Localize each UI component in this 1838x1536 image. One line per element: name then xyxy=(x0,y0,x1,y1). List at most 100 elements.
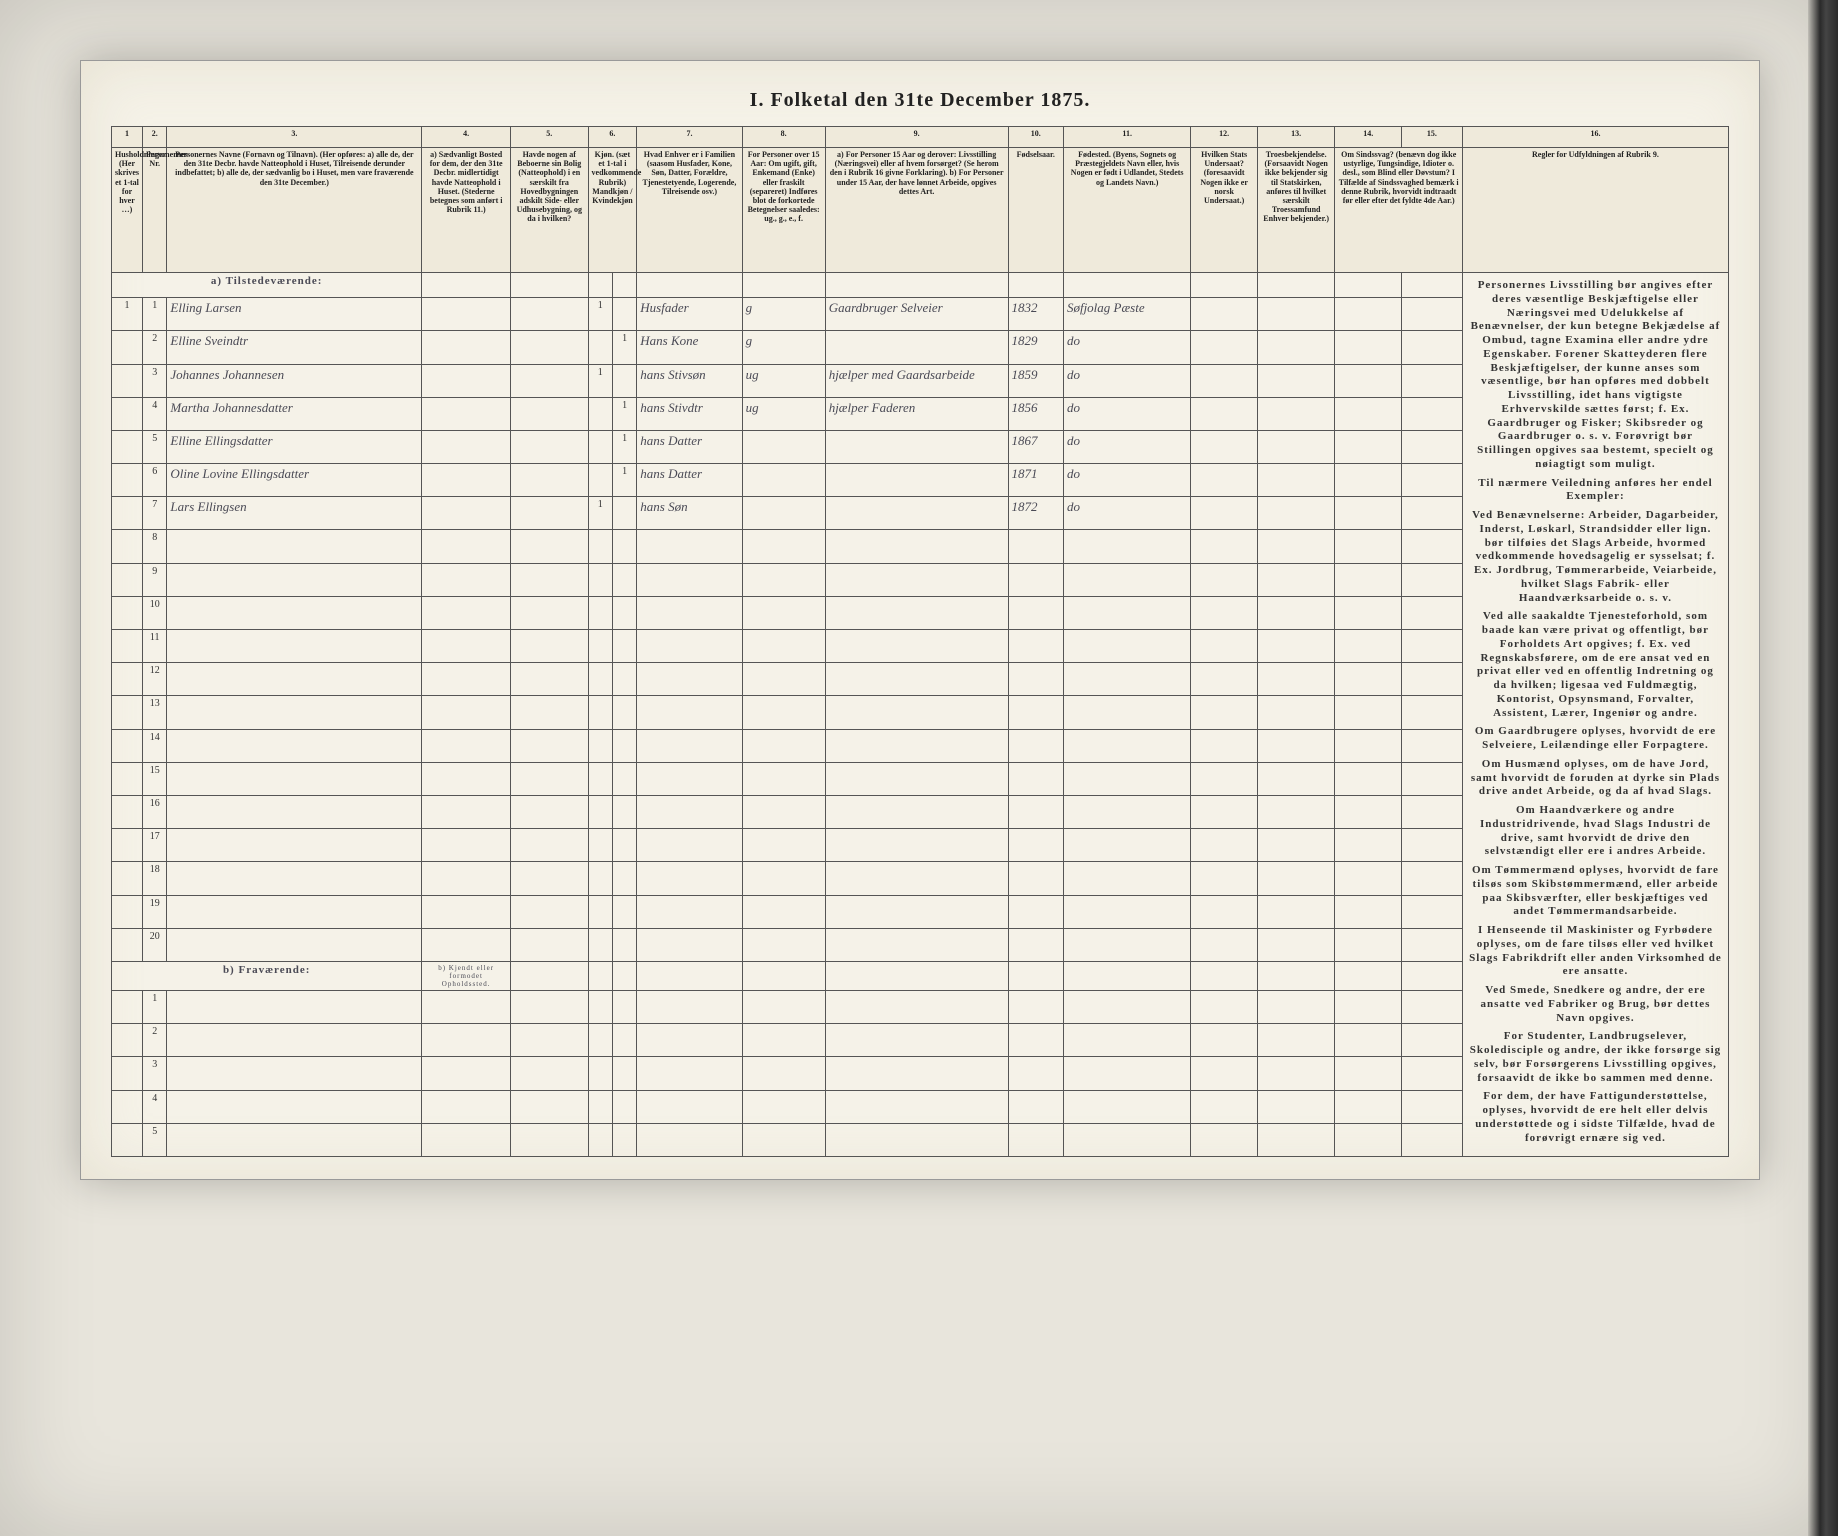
hdr-6: Kjøn. (sæt et 1-tal i vedkommende Rubrik… xyxy=(588,148,637,273)
cell-name: Lars Ellingsen xyxy=(167,497,422,530)
cell-place: do xyxy=(1063,464,1190,497)
cell-occ xyxy=(825,331,1008,364)
hdr-9: a) For Personer 15 Aar og derover: Livss… xyxy=(825,148,1008,273)
hdr-7: Hvad Enhver er i Familien (saasom Husfad… xyxy=(637,148,742,273)
cell-marit: ug xyxy=(742,397,825,430)
colnum-15: 15. xyxy=(1401,127,1462,148)
hdr-10: Fødselsaar. xyxy=(1008,148,1063,273)
cell-marit xyxy=(742,497,825,530)
colnum-5: 5. xyxy=(510,127,588,148)
cell-rel2 xyxy=(1257,298,1335,331)
cell-year: 1832 xyxy=(1008,298,1063,331)
cell-res xyxy=(422,364,511,397)
section-absent-label: b) Fraværende: xyxy=(112,961,422,990)
hdr-14-15: Om Sindssvag? (benævn dog ikke ustyrlige… xyxy=(1335,148,1462,273)
cell-n: 17 xyxy=(143,829,167,862)
colnum-2: 2. xyxy=(143,127,167,148)
cell-hh xyxy=(112,430,143,463)
cell-occ xyxy=(825,430,1008,463)
cell-n: 13 xyxy=(143,696,167,729)
cell-dis2 xyxy=(1401,331,1462,364)
cell-bld xyxy=(510,430,588,463)
cell-rel: hans Søn xyxy=(637,497,742,530)
cell-rel: hans Stivsøn xyxy=(637,364,742,397)
cell-nat xyxy=(1191,497,1257,530)
cell-n: 4 xyxy=(143,1090,167,1123)
cell-n: 19 xyxy=(143,895,167,928)
cell-place: do xyxy=(1063,497,1190,530)
colnum-8: 8. xyxy=(742,127,825,148)
cell-dis1 xyxy=(1335,397,1401,430)
cell-place: do xyxy=(1063,364,1190,397)
scan-background: I. Folketal den 31te December 1875. 1 2.… xyxy=(0,0,1838,1536)
cell-rel2 xyxy=(1257,430,1335,463)
cell-res xyxy=(422,397,511,430)
cell-name: Martha Johannesdatter xyxy=(167,397,422,430)
cell-nat xyxy=(1191,464,1257,497)
cell-marit: g xyxy=(742,298,825,331)
colnum-7: 7. xyxy=(637,127,742,148)
cell-occ xyxy=(825,497,1008,530)
hdr-13: Troesbekjendelse. (Forsaavidt Nogen ikke… xyxy=(1257,148,1335,273)
cell-m: 1 xyxy=(588,497,612,530)
cell-name: Johannes Johannesen xyxy=(167,364,422,397)
cell-n: 1 xyxy=(143,991,167,1024)
table-body: a) Tilstedeværende: Personernes Livsstill… xyxy=(112,273,1729,1157)
rules-column: Personernes Livsstilling bør angives eft… xyxy=(1462,273,1728,1157)
cell-hh: 1 xyxy=(112,298,143,331)
colnum-3: 3. xyxy=(167,127,422,148)
colnum-10: 10. xyxy=(1008,127,1063,148)
cell-year: 1859 xyxy=(1008,364,1063,397)
cell-n: 18 xyxy=(143,862,167,895)
cell-n: 2 xyxy=(143,331,167,364)
column-number-row: 1 2. 3. 4. 5. 6. 7. 8. 9. 10. 11. 12. 13… xyxy=(112,127,1729,148)
cell-place: do xyxy=(1063,331,1190,364)
cell-res xyxy=(422,464,511,497)
cell-occ: hjælper med Gaardsarbeide xyxy=(825,364,1008,397)
cell-rel2 xyxy=(1257,497,1335,530)
cell-n: 2 xyxy=(143,1024,167,1057)
cell-n: 5 xyxy=(143,430,167,463)
cell-rel: hans Stivdtr xyxy=(637,397,742,430)
cell-place: do xyxy=(1063,397,1190,430)
cell-n: 12 xyxy=(143,663,167,696)
cell-nat xyxy=(1191,298,1257,331)
colnum-16: 16. xyxy=(1462,127,1728,148)
cell-rel: hans Datter xyxy=(637,430,742,463)
cell-n: 5 xyxy=(143,1123,167,1156)
cell-year: 1871 xyxy=(1008,464,1063,497)
cell-n: 11 xyxy=(143,630,167,663)
section-present-label: a) Tilstedeværende: xyxy=(112,273,422,298)
cell-nat xyxy=(1191,430,1257,463)
absent-col4-label: b) Kjendt eller formodet Opholdssted. xyxy=(422,961,511,990)
hdr-12: Hvilken Stats Undersaat? (foresaavidt No… xyxy=(1191,148,1257,273)
colnum-12: 12. xyxy=(1191,127,1257,148)
cell-n: 3 xyxy=(143,364,167,397)
colnum-9: 9. xyxy=(825,127,1008,148)
cell-occ: Gaardbruger Selveier xyxy=(825,298,1008,331)
cell-n: 10 xyxy=(143,596,167,629)
book-binding xyxy=(1808,0,1838,1536)
cell-bld xyxy=(510,298,588,331)
cell-n: 8 xyxy=(143,530,167,563)
cell-rel: Husfader xyxy=(637,298,742,331)
cell-name: Oline Lovine Ellingsdatter xyxy=(167,464,422,497)
hdr-2: Personernes Nr. xyxy=(143,148,167,273)
cell-f xyxy=(612,298,636,331)
cell-occ xyxy=(825,464,1008,497)
cell-nat xyxy=(1191,397,1257,430)
cell-m xyxy=(588,331,612,364)
cell-n: 9 xyxy=(143,563,167,596)
cell-nat xyxy=(1191,364,1257,397)
cell-hh xyxy=(112,497,143,530)
cell-rel2 xyxy=(1257,364,1335,397)
cell-rel: hans Datter xyxy=(637,464,742,497)
cell-year: 1829 xyxy=(1008,331,1063,364)
colnum-6: 6. xyxy=(588,127,637,148)
cell-marit xyxy=(742,430,825,463)
cell-hh xyxy=(112,397,143,430)
cell-dis1 xyxy=(1335,497,1401,530)
cell-f: 1 xyxy=(612,430,636,463)
cell-place: Søfjolag Pæste xyxy=(1063,298,1190,331)
cell-hh xyxy=(112,364,143,397)
